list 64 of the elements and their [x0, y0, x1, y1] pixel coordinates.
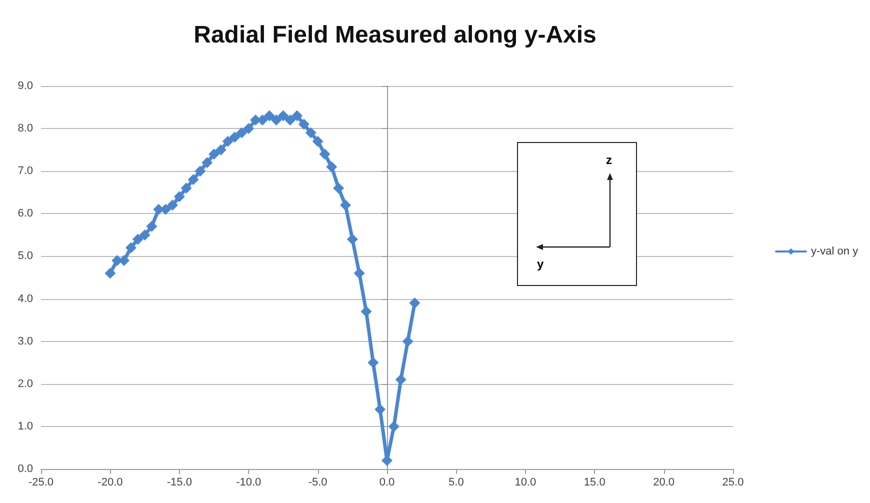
- x-tick-label: 15.0: [584, 476, 606, 488]
- point: [305, 127, 316, 138]
- y-tick-label: 4.0: [18, 292, 33, 305]
- point: [368, 357, 379, 368]
- annotation: y: [537, 257, 544, 271]
- point: [326, 161, 338, 172]
- point: [215, 144, 226, 156]
- y-tick-label: 3.0: [18, 335, 33, 348]
- point: [236, 127, 248, 138]
- x-tick-label: -20.0: [98, 476, 123, 488]
- point: [229, 132, 240, 143]
- x-tick-label: -10.0: [236, 476, 262, 488]
- point: [125, 242, 136, 254]
- point: [298, 118, 310, 130]
- point: [202, 157, 213, 168]
- point: [132, 234, 144, 245]
- y-tick-label: 0.0: [18, 463, 33, 475]
- x-tick-label: 10.0: [514, 476, 536, 488]
- point: [374, 404, 386, 415]
- x-tick-label: 25.0: [722, 476, 744, 488]
- point: [270, 114, 282, 126]
- point: [388, 420, 400, 432]
- point: [333, 182, 344, 194]
- point: [208, 148, 220, 160]
- y-tick-label: 9.0: [18, 80, 33, 92]
- point: [292, 110, 303, 122]
- point: [139, 229, 150, 240]
- point: [188, 174, 199, 186]
- point: [319, 148, 330, 160]
- y-tick-label: 2.0: [18, 378, 33, 390]
- y-tick-label: 8.0: [18, 122, 33, 135]
- point: [180, 182, 192, 194]
- y-tick-label: 1.0: [18, 420, 33, 432]
- point: [146, 220, 158, 232]
- point: [402, 336, 414, 347]
- y-tick-label: 6.0: [18, 208, 33, 220]
- y-tick-label: 7.0: [18, 165, 33, 178]
- point: [360, 306, 372, 318]
- x-tick-label: -5.0: [308, 476, 328, 488]
- x-tick-label: 20.0: [653, 476, 675, 488]
- point: [222, 136, 234, 147]
- point: [243, 123, 254, 134]
- point: [104, 268, 116, 279]
- y-tick-label: 5.0: [18, 250, 33, 262]
- chart-title: Radial Field Measured along y-Axis: [194, 22, 596, 48]
- point: [340, 200, 351, 211]
- point: [346, 234, 358, 245]
- x-tick-label: -15.0: [166, 476, 192, 488]
- x-tick-label: -25.0: [28, 476, 54, 488]
- x-tick-label: 5.0: [448, 476, 464, 488]
- point: [354, 268, 365, 279]
- point: [284, 114, 296, 126]
- x-tick-label: 0.0: [379, 476, 395, 488]
- point: [264, 110, 275, 122]
- annotation: z: [606, 153, 612, 167]
- point: [174, 191, 185, 202]
- point: [409, 298, 420, 309]
- legend-label: y-val on y: [811, 246, 859, 258]
- point: [278, 110, 289, 122]
- axes-diagram: z y: [517, 142, 637, 286]
- point: [312, 136, 324, 147]
- point: [194, 166, 206, 177]
- point: [395, 374, 406, 386]
- point: [166, 200, 178, 211]
